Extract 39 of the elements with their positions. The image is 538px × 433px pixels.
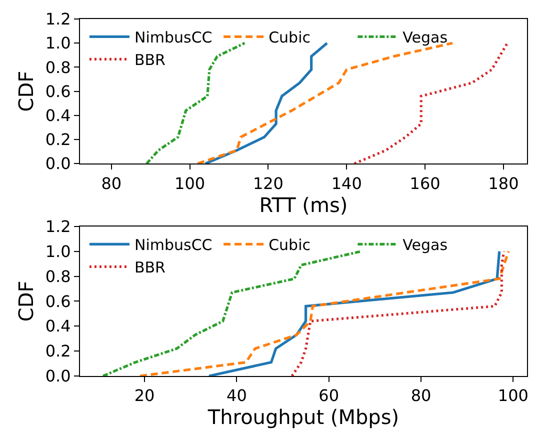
- y-tick-label: 0.2: [45, 130, 71, 150]
- legend-label: BBR: [134, 51, 166, 70]
- y-tick-label: 1.0: [45, 34, 71, 53]
- line-series: [102, 250, 362, 376]
- x-tick-label: 100: [174, 174, 206, 193]
- legend-label: NimbusCC: [134, 28, 212, 47]
- x-tick-label: 100: [498, 386, 528, 406]
- y-tick-label: 0.2: [45, 342, 71, 361]
- x-tick-label: 20: [134, 386, 155, 406]
- legend-label: Vegas: [402, 28, 448, 47]
- x-tick-label: 180: [488, 174, 519, 193]
- x-tick-label: 40: [226, 386, 247, 406]
- legend-label: Vegas: [402, 236, 448, 254]
- y-tick-label: 0.0: [45, 366, 71, 386]
- y-tick-label: 0.8: [45, 266, 71, 286]
- x-tick-label: 80: [101, 174, 122, 193]
- legend-label: Cubic: [268, 28, 310, 47]
- legend-label: NimbusCC: [134, 236, 212, 254]
- y-tick-label: 0.4: [45, 106, 71, 125]
- x-axis-title: RTT (ms): [259, 192, 348, 217]
- x-tick-label: 60: [318, 386, 340, 406]
- x-tick-label: 80: [410, 386, 432, 406]
- legend-label: Cubic: [268, 236, 310, 254]
- legend-label: BBR: [134, 258, 166, 277]
- y-axis-title: CDF: [14, 70, 38, 112]
- y-tick-label: 1.2: [45, 10, 71, 29]
- y-tick-label: 0.6: [45, 292, 71, 311]
- y-axis-title: CDF: [14, 280, 38, 322]
- y-tick-label: 1.0: [45, 242, 71, 261]
- x-tick-label: 140: [331, 174, 362, 193]
- line-series: [204, 42, 328, 164]
- x-axis-title: Throughput (Mbps): [206, 405, 400, 430]
- y-tick-label: 0.4: [45, 316, 71, 336]
- x-tick-label: 160: [410, 174, 440, 193]
- y-tick-label: 0.0: [45, 154, 71, 174]
- y-tick-label: 0.8: [45, 58, 71, 77]
- x-tick-label: 120: [252, 174, 284, 193]
- y-tick-label: 0.6: [45, 82, 71, 101]
- y-tick-label: 1.2: [45, 217, 71, 236]
